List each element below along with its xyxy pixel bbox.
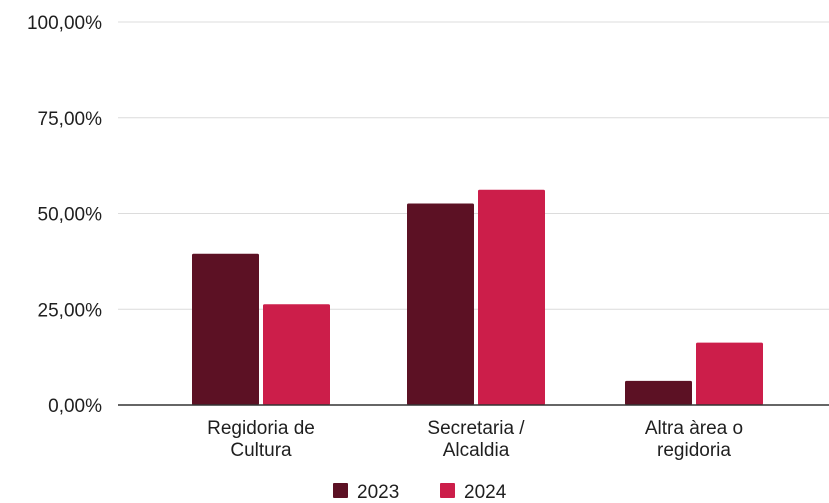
- x-category-label: Secretaria / Alcaldia: [427, 418, 525, 461]
- y-tick-label: 25,00%: [38, 300, 103, 321]
- legend: 2023 2024: [333, 482, 507, 503]
- bar-2024-1: [478, 189, 545, 405]
- legend-label-2023: 2023: [357, 482, 399, 503]
- x-category-label-line: Altra àrea o: [645, 418, 743, 439]
- x-category-label-line: Cultura: [230, 440, 292, 461]
- legend-swatch-2023: [333, 483, 348, 498]
- x-category-label: Altra àrea o regidoria: [645, 418, 743, 461]
- bar-2023-1: [407, 203, 474, 405]
- legend-swatch-2024: [440, 483, 455, 498]
- bar-2023-2: [625, 380, 692, 405]
- y-tick-label: 100,00%: [27, 13, 102, 34]
- bar-2024-2: [696, 342, 763, 405]
- y-tick-label: 0,00%: [48, 396, 102, 417]
- x-category-label-line: Alcaldia: [443, 440, 510, 461]
- x-category-label: Regidoria de Cultura: [207, 418, 315, 461]
- y-axis-ticks: 0,00% 25,00% 50,00% 75,00% 100,00%: [27, 13, 102, 417]
- x-category-label-line: regidoria: [657, 440, 731, 461]
- y-tick-label: 75,00%: [38, 109, 103, 130]
- bars: [192, 189, 763, 405]
- x-category-label-line: Secretaria /: [427, 418, 525, 439]
- bar-2024-0: [263, 304, 330, 405]
- legend-label-2024: 2024: [464, 482, 507, 503]
- x-category-label-line: Regidoria de: [207, 418, 315, 439]
- y-tick-label: 50,00%: [38, 205, 103, 226]
- bar-2023-0: [192, 253, 259, 405]
